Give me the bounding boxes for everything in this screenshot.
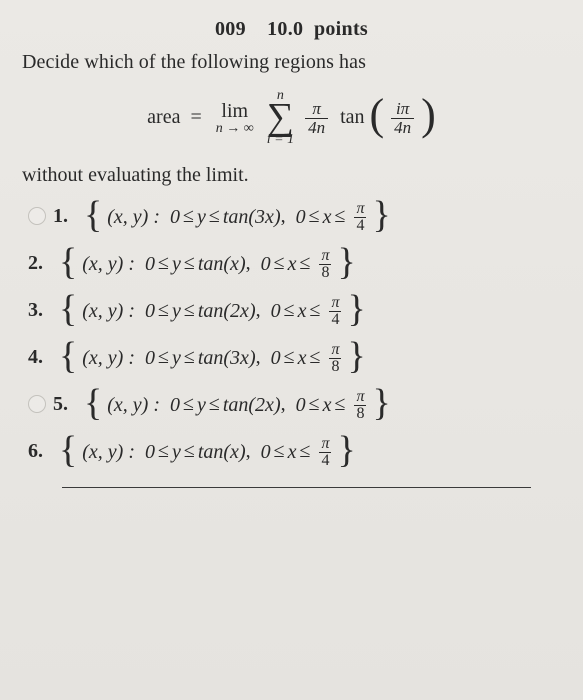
x-upper-den: 8 (319, 265, 331, 281)
x-upper-num: π (329, 295, 341, 312)
y-upper: tan(2x) (223, 394, 281, 416)
tan-function: tan (340, 106, 364, 128)
set-prefix: (x, y) : (82, 253, 135, 275)
y-lower: 0 (145, 347, 155, 369)
problem-page: 009 10.0 points Decide which of the foll… (0, 0, 583, 700)
option-3[interactable]: 3. { (x, y) : 0≤y≤tan(2x), 0≤x≤ π4 } (28, 295, 561, 328)
x-upper-num: π (319, 248, 331, 265)
option-bubble-icon[interactable] (28, 395, 46, 413)
points-label: points (309, 18, 368, 40)
y-lower: 0 (145, 253, 155, 275)
x-upper-fraction: π8 (319, 248, 331, 281)
x-lower: 0 (296, 206, 306, 228)
set-prefix: (x, y) : (107, 394, 160, 416)
limit-label: lim (216, 100, 254, 123)
x-lower: 0 (261, 441, 271, 463)
arg-denominator: 4n (391, 119, 414, 137)
option-number: 6. (28, 440, 54, 463)
set-prefix: (x, y) : (107, 206, 160, 228)
x-upper-num: π (354, 201, 366, 218)
x-upper-den: 8 (329, 359, 341, 375)
option-number: 5. (53, 393, 79, 416)
option-6[interactable]: 6. { (x, y) : 0≤y≤tan(x), 0≤x≤ π4 } (28, 436, 561, 469)
y-lower: 0 (170, 394, 180, 416)
x-upper-den: 4 (319, 453, 331, 469)
y-upper: tan(x) (198, 441, 246, 463)
x-upper-fraction: π4 (329, 295, 341, 328)
x-upper-fraction: π4 (319, 436, 331, 469)
points-label-text: points (314, 18, 368, 40)
options-list: 1. { (x, y) : 0≤y≤tan(3x), 0≤x≤ π4 } 2. … (22, 201, 561, 469)
x-lower: 0 (296, 394, 306, 416)
x-lower: 0 (261, 253, 271, 275)
points-value: 10.0 (267, 18, 303, 40)
x-upper-den: 8 (354, 406, 366, 422)
option-number: 3. (28, 299, 54, 322)
x-lower: 0 (271, 300, 281, 322)
formula-eq: = (190, 106, 201, 128)
option-number: 4. (28, 346, 54, 369)
x-upper-fraction: π8 (354, 389, 366, 422)
coefficient-fraction: π 4n (305, 100, 328, 137)
divider-rule (62, 487, 531, 488)
area-formula: area = lim n → ∞ n ∑ i = 1 π 4n tan ( iπ… (22, 88, 561, 148)
option-number: 1. (53, 205, 79, 228)
prompt-line-1: Decide which of the following regions ha… (22, 51, 561, 74)
set-prefix: (x, y) : (82, 441, 135, 463)
option-number: 2. (28, 252, 54, 275)
limit-subscript: n → ∞ (216, 121, 254, 137)
x-upper-num: π (329, 342, 341, 359)
problem-number: 009 (215, 18, 246, 40)
option-2[interactable]: 2. { (x, y) : 0≤y≤tan(x), 0≤x≤ π8 } (28, 248, 561, 281)
formula-lhs: area (147, 106, 180, 128)
y-lower: 0 (170, 206, 180, 228)
problem-header: 009 10.0 points (22, 18, 561, 41)
summation-operator: n ∑ i = 1 (267, 88, 294, 148)
x-upper-den: 4 (329, 312, 341, 328)
option-1[interactable]: 1. { (x, y) : 0≤y≤tan(3x), 0≤x≤ π4 } (28, 201, 561, 234)
limit-operator: lim n → ∞ (216, 100, 254, 137)
y-upper: tan(3x) (223, 206, 281, 228)
y-lower: 0 (145, 300, 155, 322)
prompt-line-2: without evaluating the limit. (22, 164, 561, 187)
coef-numerator: π (305, 100, 328, 119)
x-upper-fraction: π8 (329, 342, 341, 375)
coef-denominator: 4n (305, 119, 328, 137)
x-upper-fraction: π4 (354, 201, 366, 234)
sigma-symbol: ∑ (267, 102, 294, 132)
x-upper-num: π (354, 389, 366, 406)
set-prefix: (x, y) : (82, 347, 135, 369)
option-bubble-icon[interactable] (28, 207, 46, 225)
tan-argument: ( iπ 4n ) (370, 100, 436, 137)
y-upper: tan(3x) (198, 347, 256, 369)
x-lower: 0 (271, 347, 281, 369)
y-upper: tan(2x) (198, 300, 256, 322)
y-upper: tan(x) (198, 253, 246, 275)
option-4[interactable]: 4. { (x, y) : 0≤y≤tan(3x), 0≤x≤ π8 } (28, 342, 561, 375)
argument-fraction: iπ 4n (391, 100, 414, 137)
arg-numerator: iπ (391, 100, 414, 119)
set-prefix: (x, y) : (82, 300, 135, 322)
sum-lower: i = 1 (267, 132, 294, 148)
x-upper-num: π (319, 436, 331, 453)
option-5[interactable]: 5. { (x, y) : 0≤y≤tan(2x), 0≤x≤ π8 } (28, 389, 561, 422)
y-lower: 0 (145, 441, 155, 463)
x-upper-den: 4 (354, 218, 366, 234)
